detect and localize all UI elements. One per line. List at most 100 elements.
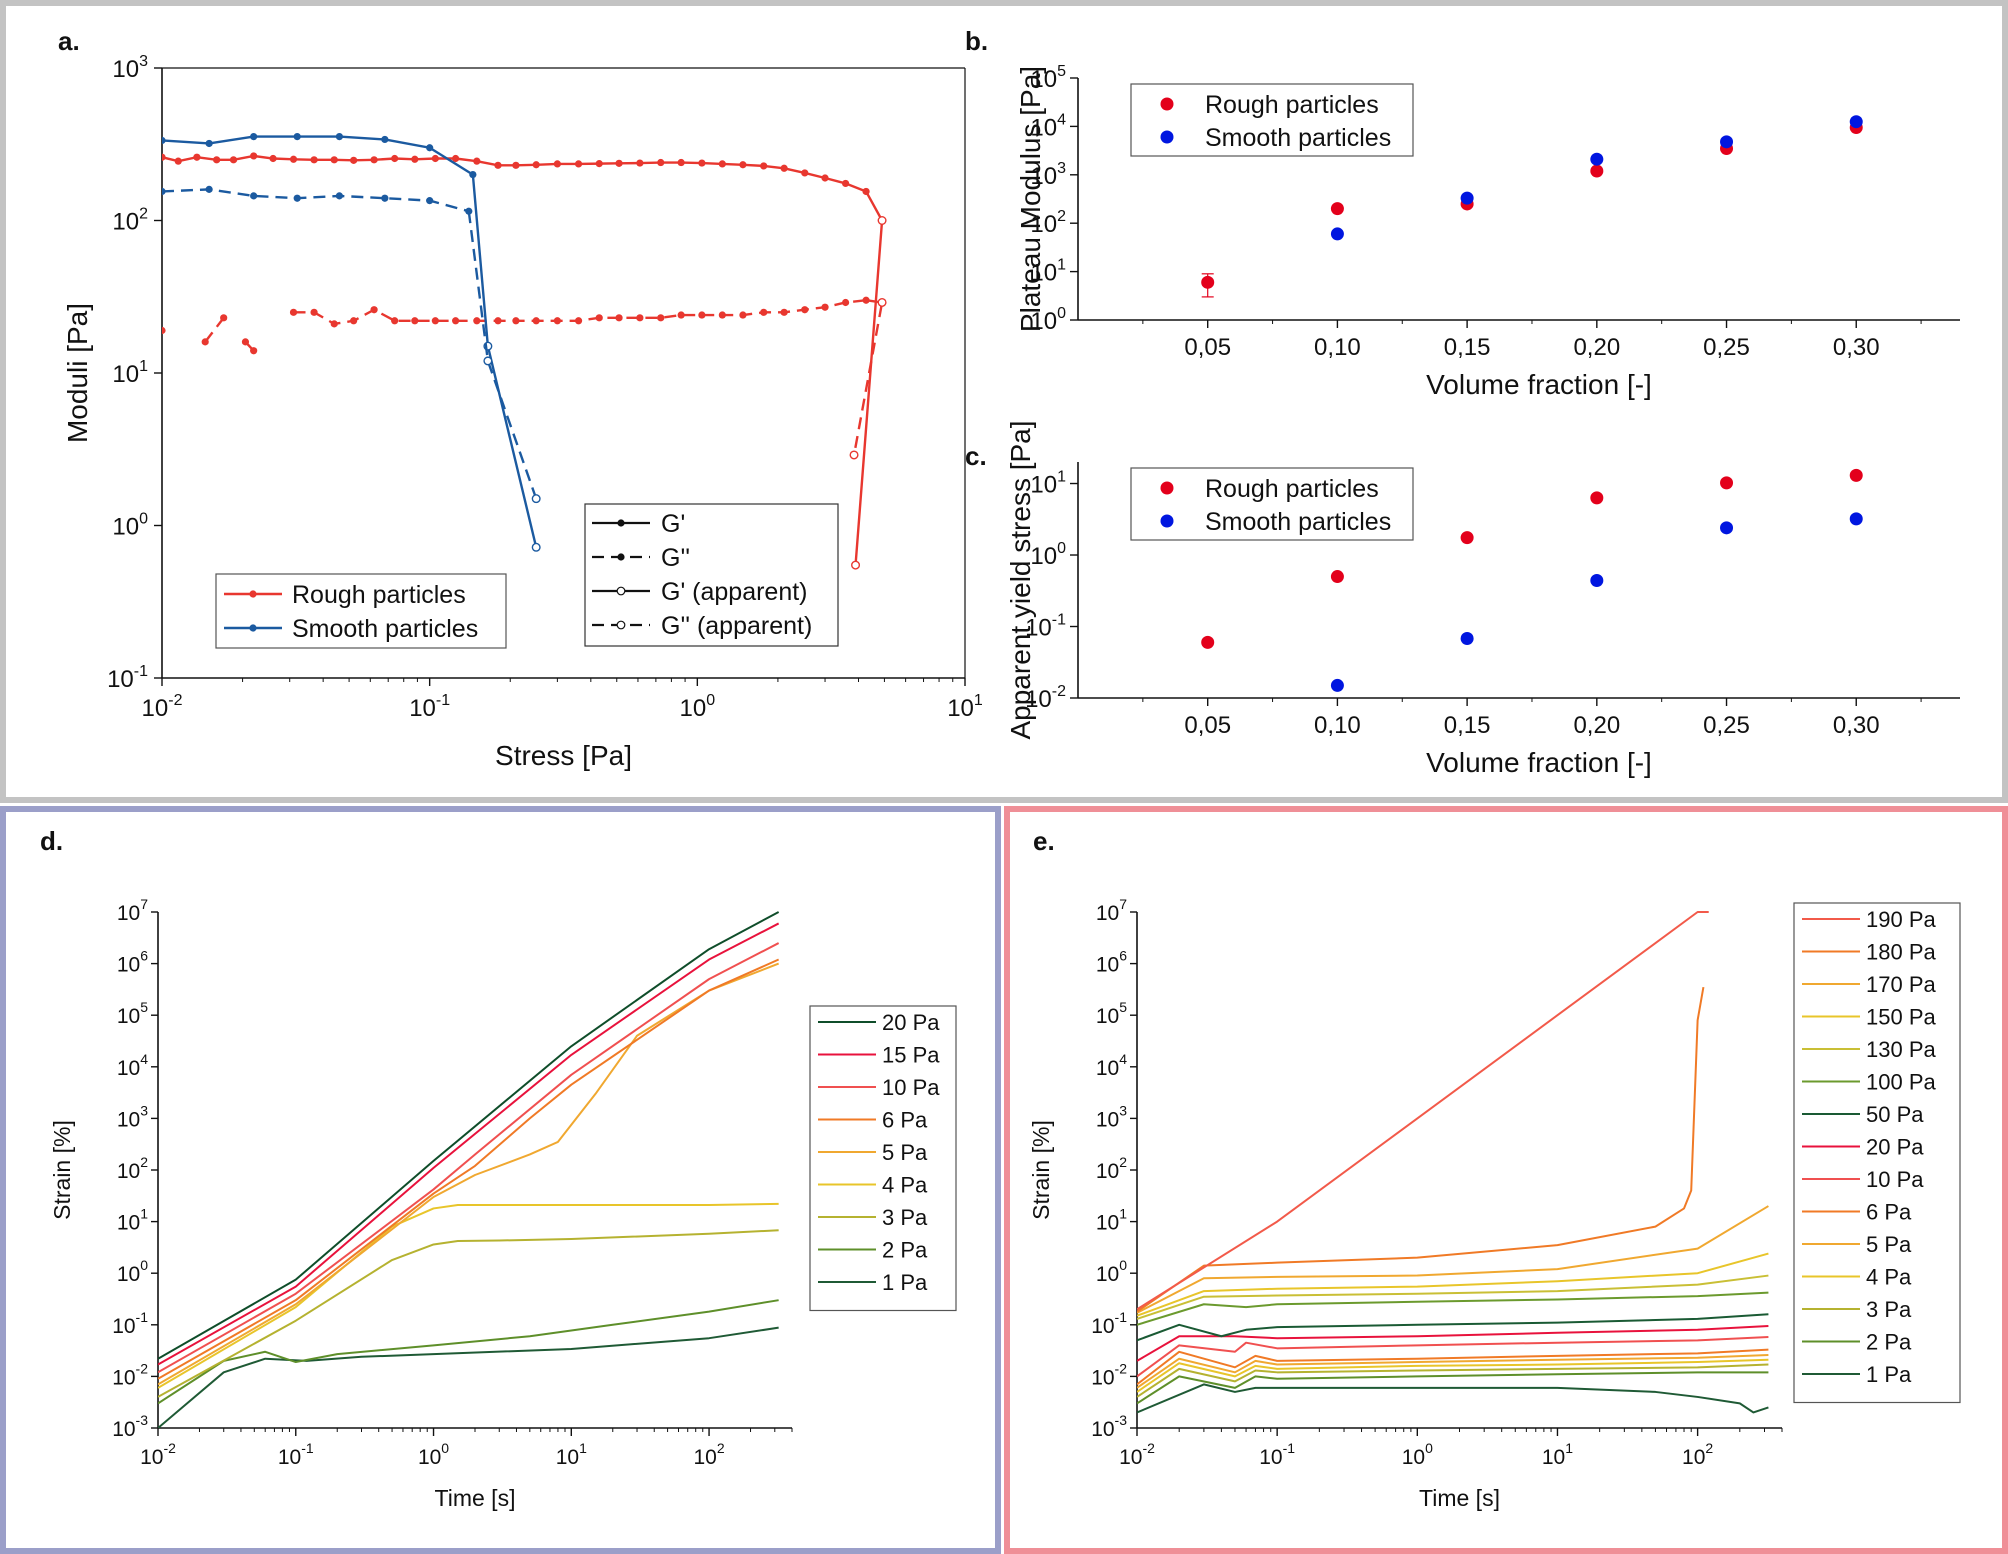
a-data-point <box>657 314 665 322</box>
e-x-tick-label: 10-2 <box>1119 1440 1155 1469</box>
b-y-tick-label: 105 <box>1030 63 1066 93</box>
a-apparent-point <box>531 494 541 504</box>
d-series-line <box>158 922 780 1366</box>
e-y-tick-label-exp: 4 <box>1119 1051 1127 1067</box>
a-data-point <box>381 135 389 144</box>
d-legend-label: 20 Pa <box>882 1010 940 1035</box>
a-y-tick-label-base: 10 <box>112 514 139 541</box>
a-data-point <box>229 156 238 164</box>
a-data-point <box>494 317 502 325</box>
e-y-axis-title: Strain [%] <box>1028 1120 1054 1220</box>
d-y-tick-label-exp: 1 <box>140 1206 148 1222</box>
e-series-line <box>1137 1371 1769 1405</box>
d-x-tick-label-base: 10 <box>278 1446 301 1469</box>
e-legend-label: 6 Pa <box>1866 1200 1912 1225</box>
a-data-point <box>250 132 258 141</box>
d-legend-label: 3 Pa <box>882 1205 928 1230</box>
e-y-tick-label-exp: -3 <box>1115 1412 1128 1428</box>
e-x-tick-label-base: 10 <box>1402 1446 1425 1469</box>
e-y-tick-label-exp: 5 <box>1119 999 1127 1015</box>
e-series-line <box>1137 1363 1769 1398</box>
c-x-tick-label: 0,25 <box>1703 712 1750 739</box>
a-legend-marker <box>617 553 625 561</box>
a-legend-label: G' (apparent) <box>661 578 808 606</box>
a-apparent-point <box>531 542 541 552</box>
e-series-line <box>1137 1383 1769 1414</box>
d-y-tick-label-base: 10 <box>117 1005 140 1028</box>
a-data-point <box>193 153 201 161</box>
b-legend-box <box>1130 83 1414 157</box>
a-y-tick-label-base: 10 <box>112 361 139 388</box>
e-y-tick-label-exp: 7 <box>1119 896 1127 912</box>
a-legend-particles: Rough particles Smooth particles <box>215 573 507 649</box>
c-legend-label: Rough particles <box>1205 475 1379 503</box>
a-data-point <box>381 194 389 202</box>
e-y-tick-label-base: 10 <box>1091 1418 1114 1441</box>
c-y-tick-label-base: 10 <box>1025 686 1052 713</box>
c-x-tick-label: 0,20 <box>1573 712 1620 739</box>
a-y-tick-label-exp: 1 <box>139 358 148 375</box>
e-legend-label: 180 Pa <box>1866 940 1936 965</box>
d-y-tick-label: 10-2 <box>112 1360 148 1389</box>
b-y-tick-label-exp: 1 <box>1057 257 1066 274</box>
a-x-tick-label: 10-1 <box>409 692 450 722</box>
e-y-tick-label-exp: 0 <box>1119 1257 1127 1273</box>
a-data-point <box>162 187 166 196</box>
e-series-line <box>1137 1313 1769 1342</box>
d-x-tick-label: 10-1 <box>278 1440 314 1469</box>
d-legend-box <box>809 1005 957 1312</box>
a-legend-marker <box>616 620 626 630</box>
a-data-point <box>595 314 603 322</box>
a-data-point <box>452 317 460 325</box>
e-series-line <box>1137 911 1709 1311</box>
a-legend-label: G'' (apparent) <box>661 612 812 640</box>
a-data-point <box>615 314 623 322</box>
a-y-tick-label-exp: 2 <box>139 206 148 223</box>
a-data-point <box>335 132 343 141</box>
e-x-tick-label-exp: -1 <box>1283 1440 1296 1456</box>
b-x-tick-label: 0,30 <box>1833 334 1880 361</box>
e-y-tick-label-base: 10 <box>1096 1212 1119 1235</box>
a-data-point <box>615 159 623 167</box>
a-data-point <box>162 326 166 335</box>
e-y-tick-label-exp: 2 <box>1119 1154 1127 1170</box>
b-x-axis-title: Volume fraction [-] <box>1426 369 1652 400</box>
e-y-tick-label-base: 10 <box>1096 1160 1119 1183</box>
b-data-point <box>1201 275 1215 289</box>
e-series-line <box>1137 1358 1769 1393</box>
a-data-point <box>350 156 358 164</box>
d-legend-label: 2 Pa <box>882 1238 928 1263</box>
e-legend-label: 3 Pa <box>1866 1297 1912 1322</box>
e-series-line <box>1137 986 1705 1313</box>
e-series-line <box>1137 1274 1769 1320</box>
e-x-tick-label-base: 10 <box>1119 1446 1142 1469</box>
c-y-tick-label-base: 10 <box>1030 472 1057 499</box>
c-data-point <box>1849 512 1863 526</box>
panel-label-e: e. <box>1033 826 1055 856</box>
a-apparent-point <box>849 450 859 460</box>
b-y-axis-title: Plateau Modulus [Pa] <box>1015 66 1046 332</box>
c-data-point <box>1460 531 1474 545</box>
e-series-line <box>1137 1252 1769 1317</box>
d-x-tick-label-base: 10 <box>418 1446 441 1469</box>
a-data-point <box>718 160 726 168</box>
e-x-tick-label-exp: 2 <box>1705 1440 1713 1456</box>
d-legend-label: 4 Pa <box>882 1173 928 1198</box>
a-legend-label: G' <box>661 510 685 538</box>
a-legend-label: Smooth particles <box>292 615 478 643</box>
a-data-point <box>330 156 338 164</box>
b-legend-label: Smooth particles <box>1205 124 1391 152</box>
c-data-point <box>1720 521 1734 535</box>
a-data-point <box>269 154 277 163</box>
a-data-point <box>677 311 685 319</box>
b-x-tick-label: 0,05 <box>1184 334 1231 361</box>
d-plot-area <box>158 911 780 1428</box>
d-series-line <box>158 942 780 1374</box>
a-legend-moduli: G' G'' G' (apparent) G'' (apparent) <box>584 503 839 647</box>
e-x-tick-label-base: 10 <box>1682 1446 1705 1469</box>
c-legend-marker <box>1160 481 1174 495</box>
a-data-point <box>162 136 166 145</box>
a-data-point <box>512 317 520 325</box>
d-y-tick-label-exp: -2 <box>136 1360 149 1376</box>
